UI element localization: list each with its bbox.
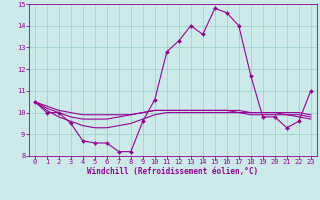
X-axis label: Windchill (Refroidissement éolien,°C): Windchill (Refroidissement éolien,°C): [87, 167, 258, 176]
